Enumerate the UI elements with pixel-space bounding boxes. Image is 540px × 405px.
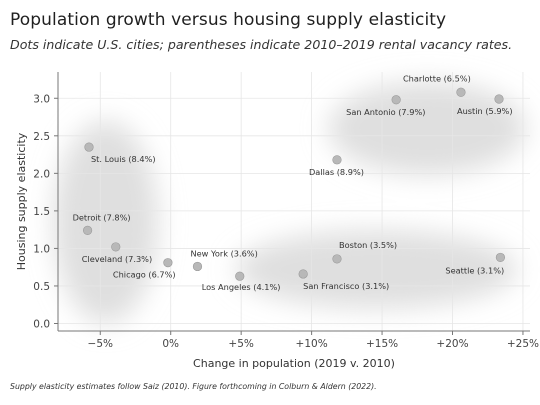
point-label: Charlotte (6.5%) (403, 73, 471, 83)
x-axis-label: Change in population (2019 v. 2010) (193, 357, 395, 370)
cluster-coastal (235, 230, 518, 309)
y-axis-label: Housing supply elasticity (15, 132, 28, 270)
axes: −5% 0% +5% +10% +15% +20% +25% 0.0 0.5 1.0 1.5 2.0 2… (33, 72, 539, 350)
y-tick-label: 0.5 (33, 281, 50, 293)
y-tick-label: 2.5 (33, 131, 50, 143)
point-label: San Francisco (3.1%) (303, 281, 389, 291)
y-tick-label: 1.0 (33, 243, 50, 255)
point-label: Detroit (7.8%) (73, 212, 131, 222)
data-point (235, 271, 245, 281)
data-point (332, 254, 342, 264)
point-label: Seattle (3.1%) (445, 265, 504, 275)
x-tick-label: 0% (162, 338, 179, 350)
cluster-sunbelt (328, 81, 526, 175)
footnote: Supply elasticity estimates follow Saiz … (10, 382, 377, 391)
point-label: Austin (5.9%) (457, 106, 513, 116)
y-tick-label: 2.0 (33, 168, 50, 180)
data-point (298, 269, 308, 279)
point-label: New York (3.6%) (190, 248, 257, 258)
point-label: Dallas (8.9%) (309, 167, 364, 177)
grid-lines (58, 72, 530, 331)
point-label: Boston (3.5%) (339, 240, 397, 250)
cluster-rust-belt (53, 120, 159, 324)
x-tick-label: +25% (507, 338, 539, 350)
data-point (456, 87, 466, 97)
data-point (495, 252, 506, 263)
y-tick-label: 3.0 (33, 93, 50, 105)
point-labels: St. Louis (8.4%) Detroit (7.8%) Cleveland … (73, 73, 513, 292)
x-tick-label: +15% (366, 338, 398, 350)
x-tick-label: +10% (296, 338, 328, 350)
data-point (111, 242, 121, 252)
data-points (82, 87, 506, 281)
point-label: Los Angeles (4.1%) (202, 282, 281, 292)
point-label: Cleveland (7.3%) (82, 254, 152, 264)
x-tick-label: −5% (88, 338, 113, 350)
data-point (494, 94, 504, 104)
point-label: St. Louis (8.4%) (91, 154, 156, 164)
data-point (391, 95, 401, 105)
chart-subtitle: Dots indicate U.S. cities; parentheses i… (10, 37, 513, 52)
y-tick-label: 1.5 (33, 206, 50, 218)
y-tick-label: 0.0 (33, 318, 50, 330)
x-tick-label: +20% (436, 338, 468, 350)
data-point (332, 155, 342, 165)
cluster-shading (53, 81, 526, 324)
point-label: Chicago (6.7%) (113, 270, 176, 280)
chart-title: Population growth versus housing supply … (10, 10, 447, 30)
data-point (163, 258, 173, 268)
data-point (192, 261, 203, 272)
x-tick-label: +5% (228, 338, 253, 350)
point-label: San Antonio (7.9%) (346, 107, 425, 117)
data-point (84, 142, 94, 152)
data-point (82, 225, 93, 236)
